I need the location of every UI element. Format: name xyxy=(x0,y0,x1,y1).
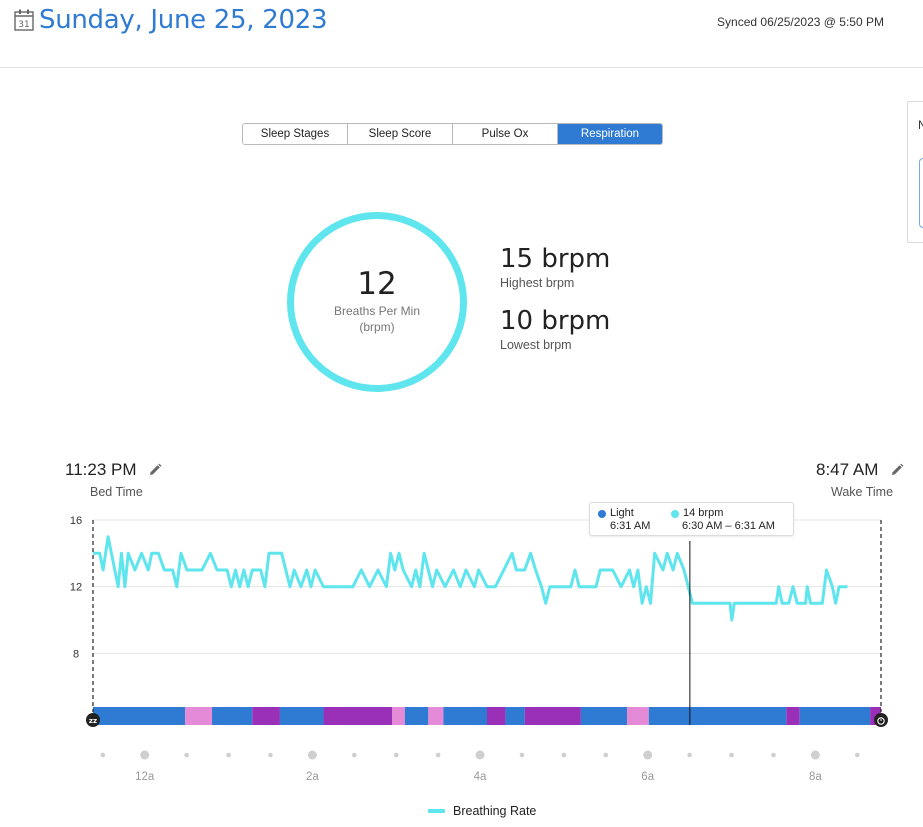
legend-label: Breathing Rate xyxy=(453,804,537,818)
x-tick-dot xyxy=(435,752,441,758)
stage-segment-deep xyxy=(252,707,280,725)
x-tick-dot xyxy=(854,752,860,758)
y-tick-label: 8 xyxy=(73,648,79,660)
calendar-icon[interactable]: 31 xyxy=(14,9,34,31)
lowest-brpm-label: Lowest brpm xyxy=(500,338,572,352)
x-tick-dot xyxy=(307,750,317,760)
x-tick-label: 12a xyxy=(135,771,155,783)
tab-pulse-ox[interactable]: Pulse Ox xyxy=(453,124,558,144)
header: 31 Sunday, June 25, 2023 Synced 06/25/20… xyxy=(0,0,923,68)
y-axis-ticks: 16 12 8 xyxy=(70,515,82,660)
x-tick-dot xyxy=(140,750,150,760)
y-tick-label: 16 xyxy=(70,515,82,527)
tooltip-stage-time: 6:31 AM xyxy=(610,520,651,532)
lowest-brpm-value: 10 brpm xyxy=(500,306,611,336)
x-tick-dot xyxy=(184,752,189,758)
stage-segment-light xyxy=(404,707,429,725)
bed-time-label: Bed Time xyxy=(90,485,143,499)
stage-segment-deep xyxy=(323,707,393,725)
side-panel-label: N xyxy=(918,118,923,132)
stage-segment-light xyxy=(505,707,525,725)
stage-segment-rem xyxy=(428,707,444,725)
legend-swatch xyxy=(428,809,445,813)
side-panel-box[interactable] xyxy=(919,158,923,228)
x-tick-dot xyxy=(810,750,820,760)
stage-segment-light xyxy=(93,707,186,725)
stage-segment-light xyxy=(279,707,324,725)
stage-segment-light xyxy=(648,707,787,725)
zzz-icon: zz xyxy=(86,713,100,727)
edit-wake-time-pencil-icon[interactable] xyxy=(890,463,904,477)
x-tick-label: 4a xyxy=(474,771,487,783)
highest-brpm-label: Highest brpm xyxy=(500,276,575,290)
chart-tabs: Sleep Stages Sleep Score Pulse Ox Respir… xyxy=(242,123,663,145)
tab-respiration[interactable]: Respiration xyxy=(558,124,662,144)
stage-dot-icon xyxy=(598,510,606,518)
average-label-line2: (brpm) xyxy=(359,320,395,334)
edit-bed-time-pencil-icon[interactable] xyxy=(148,463,162,477)
stage-segment-deep xyxy=(786,707,800,725)
tooltip-rate-value: 14 brpm xyxy=(683,507,724,519)
x-tick-dot xyxy=(226,752,231,758)
svg-text:zz: zz xyxy=(89,717,97,725)
sleep-stage-bar xyxy=(93,707,881,725)
wake-time-label: Wake Time xyxy=(831,485,894,499)
respiration-chart[interactable]: 16 12 8 zz 12a 2a 4a 6a 8a xyxy=(0,505,923,795)
x-tick-dot xyxy=(729,752,734,758)
stage-segment-rem xyxy=(626,707,649,725)
x-tick-label: 2a xyxy=(306,771,319,783)
calendar-icon-day: 31 xyxy=(18,20,29,30)
tooltip-stage-name: Light xyxy=(610,507,634,519)
sync-status: Synced 06/25/2023 @ 5:50 PM xyxy=(717,15,884,29)
average-brpm-value: 12 xyxy=(357,266,397,302)
tab-sleep-score[interactable]: Sleep Score xyxy=(348,124,453,144)
x-tick-dot xyxy=(643,750,653,760)
average-brpm-label: Breaths Per Min (brpm) xyxy=(287,303,467,335)
tooltip-rate-range: 6:30 AM – 6:31 AM xyxy=(682,520,775,532)
stage-segment-deep xyxy=(524,707,581,725)
side-panel: N xyxy=(907,101,923,243)
stage-segment-light xyxy=(212,707,253,725)
breathing-rate-line xyxy=(93,535,848,622)
x-tick-dot xyxy=(519,752,525,758)
x-tick-label: 6a xyxy=(641,771,654,783)
x-tick-dot xyxy=(268,752,273,758)
stage-segment-rem xyxy=(185,707,213,725)
stage-segment-light xyxy=(580,707,627,725)
x-tick-dot xyxy=(351,752,357,758)
y-tick-label: 12 xyxy=(70,582,82,594)
x-tick-dot xyxy=(771,752,776,758)
x-tick-dot xyxy=(100,752,106,758)
x-tick-dot xyxy=(475,750,485,760)
stage-segment-rem xyxy=(392,707,405,725)
x-tick-dot xyxy=(393,752,399,758)
x-axis-ticks: 12a 2a 4a 6a 8a xyxy=(100,750,860,783)
tab-sleep-stages[interactable]: Sleep Stages xyxy=(243,124,348,144)
x-tick-dot xyxy=(561,752,567,758)
highest-brpm-value: 15 brpm xyxy=(500,244,611,274)
average-label-line1: Breaths Per Min xyxy=(333,304,421,318)
chart-tooltip: Light 6:31 AM 14 brpm 6:30 AM – 6:31 AM xyxy=(589,502,794,536)
stage-segment-light xyxy=(443,707,487,725)
rate-dot-icon xyxy=(671,510,679,518)
x-tick-dot xyxy=(603,752,609,758)
average-ring xyxy=(287,212,467,392)
stage-segment-deep xyxy=(487,707,506,725)
x-tick-dot xyxy=(687,752,692,758)
page-title: Sunday, June 25, 2023 xyxy=(39,5,328,35)
x-tick-label: 8a xyxy=(809,771,822,783)
bed-time-value[interactable]: 11:23 PM xyxy=(65,460,137,479)
alarm-clock-icon xyxy=(874,713,888,727)
chart-legend[interactable]: Breathing Rate xyxy=(428,804,536,818)
wake-time-value[interactable]: 8:47 AM xyxy=(816,460,879,479)
stage-segment-light xyxy=(799,707,871,725)
